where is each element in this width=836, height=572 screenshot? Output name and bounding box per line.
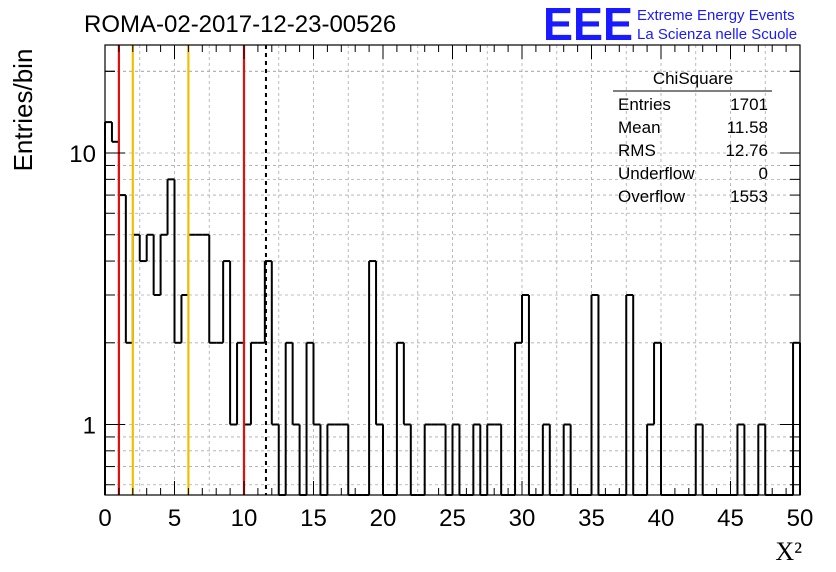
stats-row-label: Overflow — [618, 187, 686, 206]
y-axis-label: Entries/bin — [8, 49, 38, 172]
stats-row-label: Underflow — [618, 164, 695, 183]
stats-box: ChiSquare Entries 1701 Mean 11.58 RMS 12.76 Un… — [613, 69, 772, 206]
x-tick-label: 30 — [509, 505, 536, 532]
stats-row-value: 12.76 — [725, 141, 768, 160]
eee-logo: EEE Extreme Energy Events La Scienza nel… — [543, 0, 797, 50]
tick-labels: 0 5 10 15 20 25 30 35 40 45 50 1 10 — [69, 141, 813, 532]
eee-logo-letters: EEE — [543, 0, 633, 50]
x-tick-label: 40 — [648, 505, 675, 532]
x-tick-label: 5 — [168, 505, 181, 532]
logo-line-2: La Scienza nelle Scuole — [637, 26, 797, 43]
x-tick-label: 50 — [787, 505, 814, 532]
stats-row-label: Mean — [618, 118, 661, 137]
x-tick-label: 10 — [231, 505, 258, 532]
stats-row-value: 0 — [759, 164, 768, 183]
logo-line-1: Extreme Energy Events — [637, 7, 795, 24]
axis-ticks — [104, 45, 801, 495]
stats-row-value: 11.58 — [727, 118, 768, 137]
x-tick-label: 35 — [578, 505, 605, 532]
stats-row-value: 1553 — [730, 187, 768, 206]
stats-row-value: 1701 — [730, 95, 768, 114]
grid-lines — [105, 45, 800, 495]
x-tick-label: 45 — [717, 505, 744, 532]
y-tick-label: 10 — [69, 141, 96, 168]
stats-title: ChiSquare — [653, 69, 733, 88]
x-axis-label: X² — [775, 537, 802, 566]
x-tick-label: 0 — [98, 505, 111, 532]
stats-rows: Entries 1701 Mean 11.58 RMS 12.76 Underflow 0 Ov… — [618, 95, 768, 206]
x-tick-label: 20 — [370, 505, 397, 532]
x-tick-label: 15 — [300, 505, 327, 532]
reference-lines — [117, 45, 267, 495]
chart-title: ROMA-02-2017-12-23-00526 — [84, 11, 396, 38]
stats-row-label: Entries — [618, 95, 671, 114]
y-tick-label: 1 — [83, 413, 96, 440]
x-tick-label: 25 — [439, 505, 466, 532]
stats-row-label: RMS — [618, 141, 656, 160]
